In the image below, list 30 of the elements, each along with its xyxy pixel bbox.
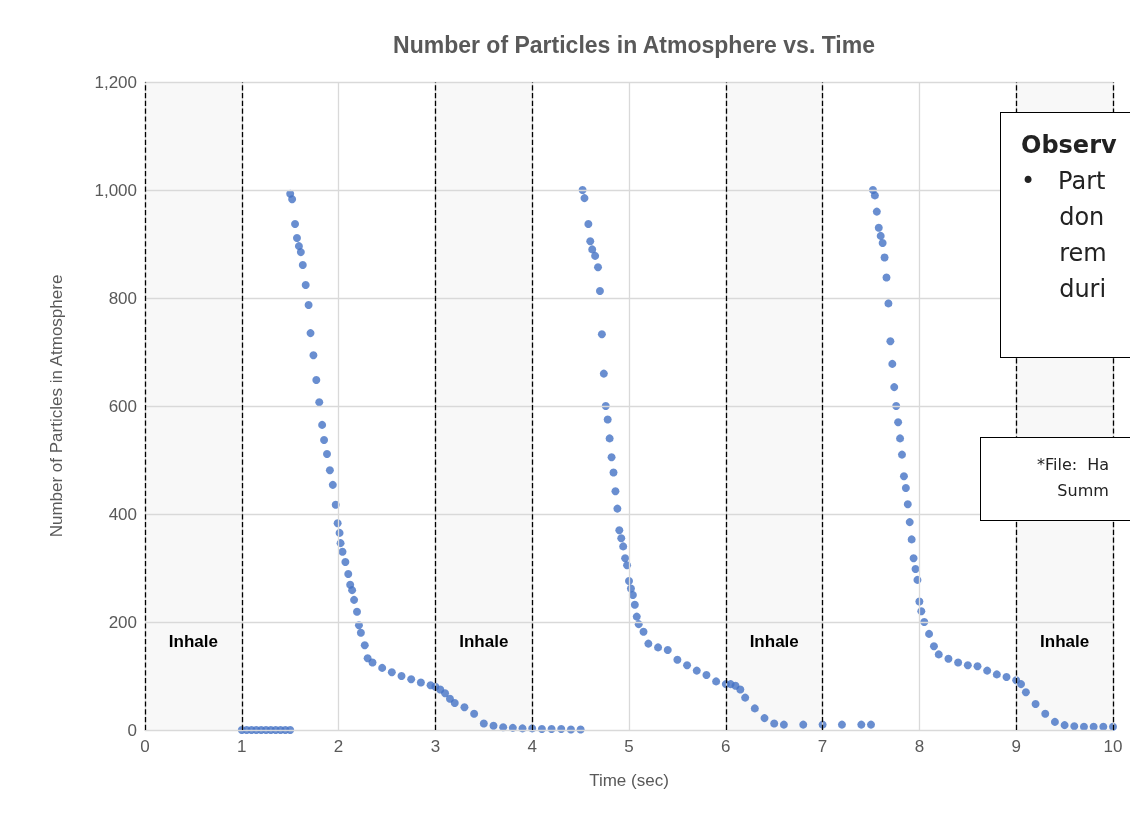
- x-tick-label: 2: [333, 737, 344, 756]
- x-tick-label: 7: [817, 737, 828, 756]
- x-tick-label: 6: [721, 737, 731, 756]
- y-tick-label: 0: [127, 720, 137, 740]
- x-tick-label: 9: [1011, 737, 1021, 756]
- x-tick-label: 10: [1103, 737, 1123, 756]
- text-box: Observ • Part don rem duri: [1000, 112, 1130, 358]
- chart-title: Number of Particles in Atmosphere vs. Time: [393, 31, 875, 58]
- y-tick-label: 600: [108, 396, 137, 416]
- y-tick-label: 1,000: [94, 180, 137, 200]
- y-tick-label: 1,200: [94, 72, 137, 92]
- x-tick-label: 1: [237, 737, 247, 756]
- x-tick-label: 0: [140, 737, 150, 756]
- annotation: *File: Ha Summ: [1037, 454, 1111, 502]
- y-tick-label: 200: [108, 612, 137, 632]
- band-label: Inhale: [1040, 632, 1090, 651]
- x-tick-label: 5: [624, 737, 634, 756]
- x-tick-label: 8: [914, 737, 925, 756]
- x-axis-title: Time (sec): [589, 771, 669, 790]
- x-tick-label: 3: [430, 737, 441, 756]
- annotation: Observ: [1021, 130, 1118, 161]
- y-tick-label: 800: [108, 288, 137, 308]
- band-label: Inhale: [459, 632, 509, 651]
- band-label: Inhale: [749, 632, 799, 651]
- x-tick-label: 4: [527, 737, 537, 756]
- annotation: • Part don rem duri: [1021, 166, 1108, 305]
- band-label: Inhale: [168, 632, 218, 651]
- y-axis-title: Number of Particles in Atmosphere: [47, 274, 66, 538]
- text-box: *File: Ha Summ: [980, 437, 1130, 521]
- y-tick-label: 400: [108, 504, 137, 524]
